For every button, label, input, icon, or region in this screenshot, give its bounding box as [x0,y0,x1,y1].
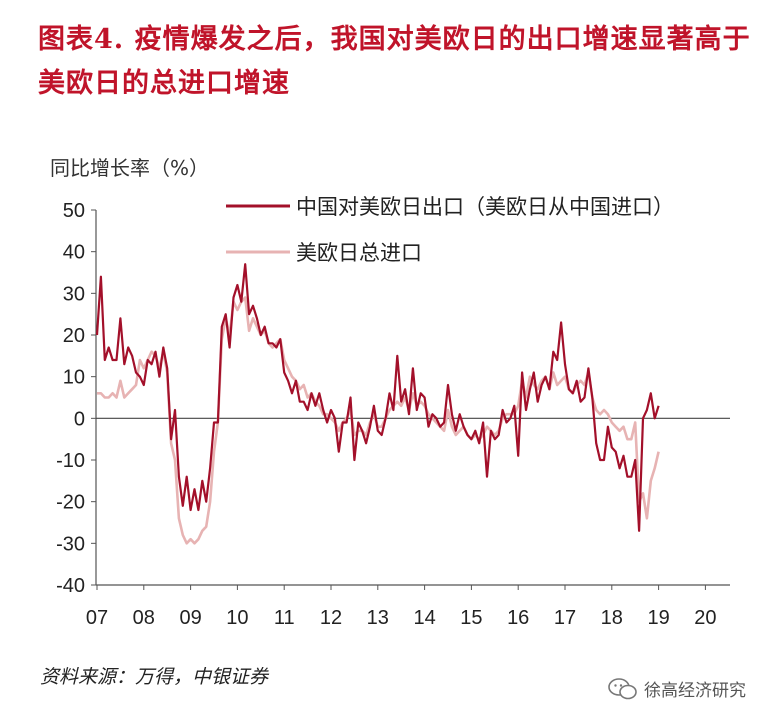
wechat-icon [608,677,637,699]
y-axis-label: 同比增长率（%） [50,156,210,180]
chart-legend: 中国对美欧日出口（美欧日从中国进口） 美欧日总进口 [226,195,674,265]
legend-label-china-exports: 中国对美欧日出口（美欧日从中国进口） [296,195,674,219]
series-line-china-exports [95,263,660,532]
y-tick-label: 20 [63,325,85,347]
y-tick-label: -40 [56,575,85,597]
x-tick-label: 07 [86,607,108,629]
y-tick-label: 50 [63,200,85,222]
x-tick-label: 19 [647,607,669,629]
x-tick-label: 11 [274,607,295,629]
chart-title: 图表4. 疫情爆发之后，我国对美欧日的出口增速显著高于美欧日的总进口增速 [38,24,751,99]
x-tick-label: 13 [367,607,389,629]
series-line-total-imports [97,296,660,545]
source-note: 资料来源：万得，中银证券 [40,666,269,688]
x-tick-label: 17 [554,607,576,629]
y-tick-label: 40 [63,242,85,264]
y-tick-label: -20 [56,492,85,514]
x-tick-label: 20 [694,607,716,629]
y-tick-label: 30 [63,283,85,305]
chart-series [95,263,660,545]
x-tick-label: 16 [507,607,529,629]
y-tick-label: -30 [56,533,85,555]
y-tick-label: 0 [74,408,85,430]
watermark-text: 徐高经济研究 [644,681,746,701]
y-tick-label: -10 [56,450,85,472]
x-tick-label: 08 [133,607,155,629]
x-tick-label: 09 [179,607,201,629]
x-tick-label: 12 [320,607,342,629]
watermark: 徐高经济研究 [608,676,746,701]
x-tick-label: 10 [226,607,248,629]
y-tick-label: 10 [63,367,85,389]
x-tick-label: 18 [601,607,623,629]
x-tick-label: 15 [460,607,482,629]
x-tick-label: 14 [413,607,435,629]
legend-label-total-imports: 美欧日总进口 [296,241,422,265]
